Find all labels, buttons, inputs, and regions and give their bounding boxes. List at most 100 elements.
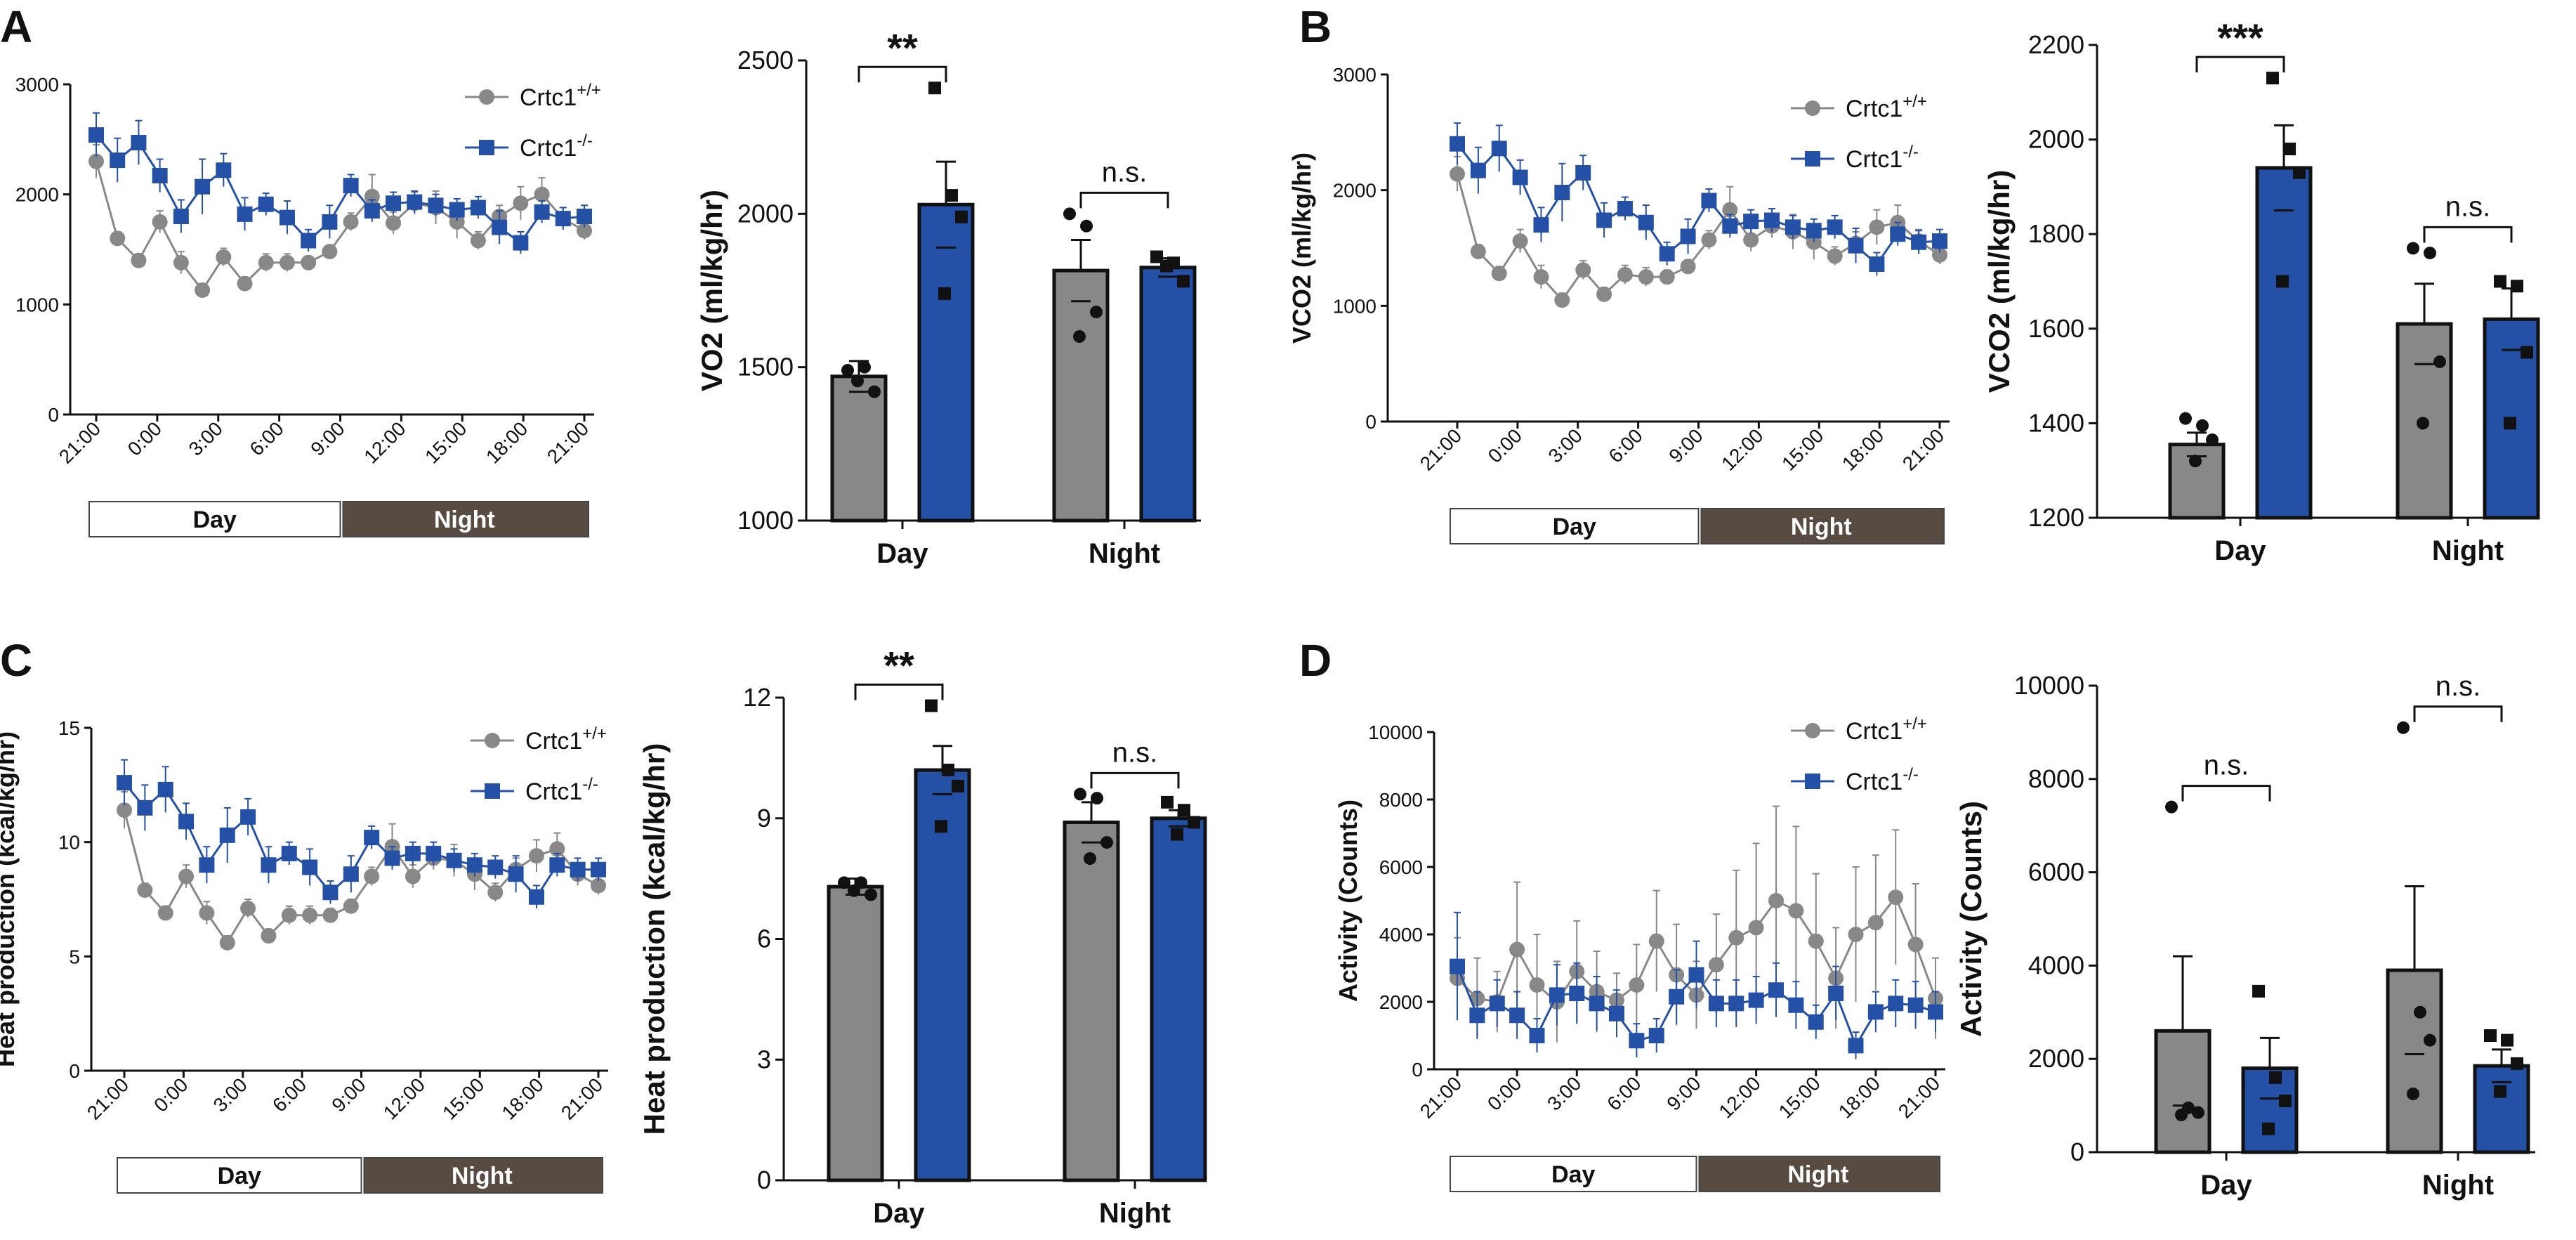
bar	[2154, 1029, 2212, 1154]
data-point	[1764, 212, 1780, 228]
panel-a: A 0 1000 2000 3000 VO2 (ml/kg/hr) 21:00 0:00 3:0…	[0, 1, 1201, 569]
significance-label: **	[887, 25, 918, 70]
y-tick-label: 10000	[1368, 722, 1423, 743]
bar	[1139, 266, 1197, 523]
data-point	[131, 135, 147, 151]
x-tick-label: 0:00	[150, 1073, 192, 1116]
x-tick-label: 12:00	[379, 1073, 429, 1123]
night-band-label: Night	[434, 507, 495, 533]
data-point	[577, 209, 592, 224]
individual-point	[2279, 1094, 2292, 1107]
bar-chart: 1200 1400 1600 1800 2000 2200 VCO2 (ml/kg/hr) D…	[1983, 15, 2540, 566]
y-tick-label: 2000	[1379, 991, 1423, 1013]
data-point	[1827, 219, 1843, 235]
data-point	[449, 214, 465, 230]
legend-marker	[1805, 151, 1820, 167]
x-category-label: Night	[2432, 535, 2504, 566]
data-point	[1638, 214, 1654, 230]
individual-point	[1063, 207, 1076, 221]
y-tick-label: 0	[1365, 411, 1376, 433]
data-point	[343, 898, 359, 914]
individual-point	[838, 876, 850, 889]
data-point	[240, 809, 256, 825]
data-point	[1808, 1014, 1824, 1030]
data-point	[1648, 1028, 1664, 1043]
individual-point	[2494, 1085, 2506, 1098]
x-tick-label: 0:00	[1484, 424, 1526, 466]
individual-point	[2175, 1108, 2188, 1121]
panel-letter: C	[0, 635, 32, 686]
significance-label: n.s.	[1102, 157, 1147, 188]
data-point	[1722, 218, 1738, 234]
data-point	[199, 905, 215, 921]
data-point	[405, 845, 421, 861]
data-point	[1788, 903, 1804, 919]
individual-point	[2266, 72, 2279, 85]
night-band	[1698, 1156, 1940, 1192]
data-point	[428, 197, 444, 214]
significance-bracket	[854, 683, 944, 700]
individual-point	[2196, 419, 2209, 432]
x-tick-label: 18:00	[1834, 1072, 1884, 1122]
y-tick-label: 2000	[2028, 1044, 2084, 1073]
significance-bracket	[857, 65, 947, 83]
y-tick-label: 4000	[1379, 924, 1423, 946]
data-point	[470, 233, 486, 249]
data-point	[364, 830, 380, 846]
data-point	[137, 800, 153, 816]
y-tick-label: 6000	[2028, 858, 2084, 887]
data-point	[131, 252, 147, 268]
bar	[1063, 820, 1120, 1182]
y-tick-label: 15	[58, 717, 80, 739]
legend-label-ko: Crtc1-/-	[1846, 143, 1919, 173]
data-point	[1827, 248, 1843, 264]
x-tick-label: 21:00	[557, 1073, 607, 1123]
x-tick-label: 12:00	[1714, 1072, 1764, 1122]
legend-label-ko: Crtc1-/-	[520, 131, 593, 162]
day-band-label: Day	[193, 507, 237, 533]
data-point	[261, 928, 277, 944]
data-point	[322, 907, 339, 923]
legend: Crtc1+/+ Crtc1-/-	[465, 81, 601, 162]
time-course-chart: 0 1000 2000 3000 VCO2 (ml/kg/hr) 21:00 0:00 3:0…	[1287, 64, 1950, 544]
panel-letter: A	[0, 1, 32, 52]
data-point	[279, 254, 295, 270]
data-point	[1469, 1007, 1485, 1024]
y-axis-title: Heat production (kcal/kg/hr)	[0, 731, 20, 1067]
individual-point	[2501, 1033, 2513, 1047]
individual-point	[952, 779, 964, 792]
bar	[2386, 968, 2443, 1154]
data-point	[1708, 957, 1724, 973]
legend-marker	[484, 732, 500, 749]
data-point	[407, 194, 423, 210]
legend-label-wt: Crtc1+/+	[1846, 92, 1927, 122]
data-point	[1659, 246, 1675, 262]
data-point	[1932, 233, 1947, 249]
panel-c: C 0 5 10 15 Heat production (kcal/kg/hr) 21:00…	[0, 635, 1207, 1229]
data-point	[1554, 292, 1570, 308]
y-tick-label: 10	[58, 832, 80, 854]
individual-point	[851, 374, 864, 388]
individual-point	[2417, 417, 2429, 430]
data-point	[570, 861, 586, 877]
time-course-chart: 0 2000 4000 6000 8000 10000 Activity (Counts) 2…	[1334, 714, 1945, 1192]
data-point	[534, 204, 550, 220]
data-point	[528, 848, 544, 864]
y-tick-label: 8000	[1379, 789, 1423, 811]
data-point	[1638, 269, 1654, 285]
data-point	[1669, 988, 1685, 1005]
data-point	[549, 841, 565, 857]
data-point	[1450, 166, 1465, 182]
y-axis-title: VCO2 (ml/kg/hr)	[1287, 152, 1316, 344]
x-tick-label: 0:00	[1483, 1072, 1525, 1114]
individual-point	[1160, 259, 1173, 273]
y-axis-title: VO2 (ml/kg/hr)	[695, 190, 728, 391]
y-axis-title: Activity (Counts)	[1954, 801, 1987, 1037]
individual-point	[2293, 166, 2306, 179]
y-axis-title: VCO2 (ml/kg/hr)	[1983, 170, 2016, 393]
data-point	[1808, 933, 1824, 949]
x-category-label: Day	[2200, 1170, 2252, 1201]
y-tick-label: 2000	[15, 184, 59, 206]
night-band-label: Night	[1787, 1161, 1848, 1188]
data-point	[1788, 997, 1804, 1013]
